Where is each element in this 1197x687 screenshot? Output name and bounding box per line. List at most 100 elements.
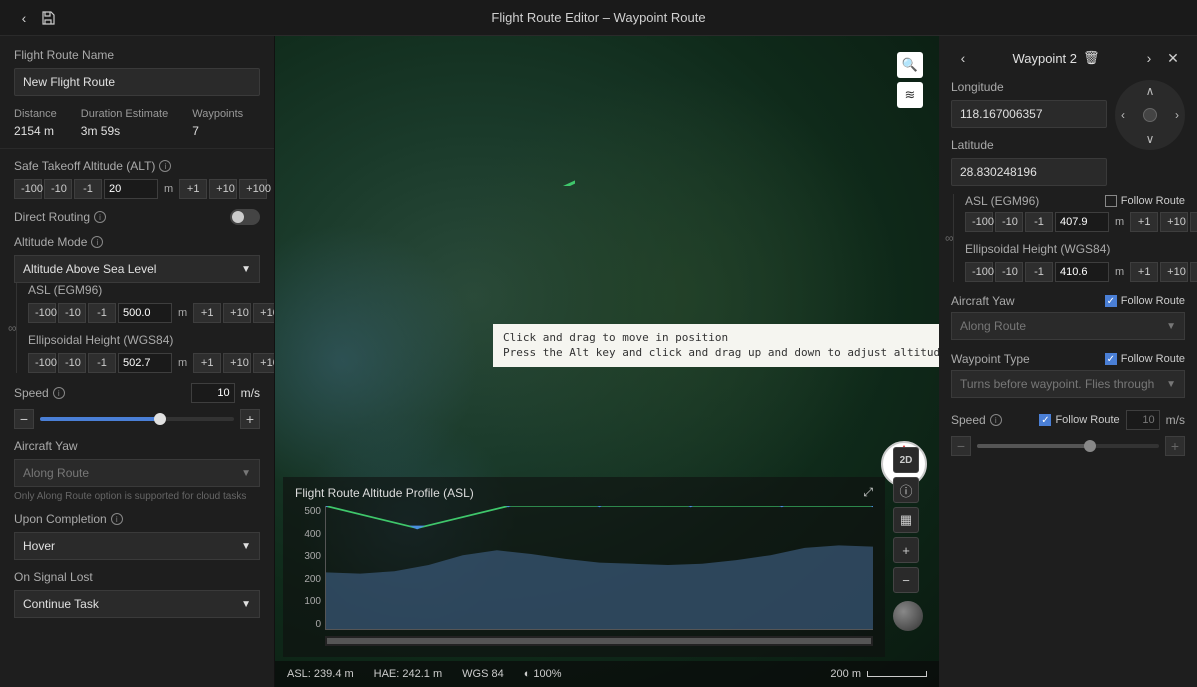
speed-minus[interactable]: − [14,409,34,429]
nudge-right[interactable]: › [1175,108,1179,122]
zoom-out-button[interactable]: − [893,567,919,593]
app-title: Flight Route Editor – Waypoint Route [491,10,705,25]
step-m100[interactable]: -100 [28,353,56,373]
back-button[interactable]: ‹ [12,6,36,30]
status-bar: ASL: 239.4 m HAE: 242.1 m WGS 84 ◐ 100% … [275,661,939,687]
expand-icon[interactable]: ⤢ [863,485,873,500]
info-icon[interactable]: i [91,236,103,248]
right-panel: ‹ Waypoint 2 🗑 › ✕ Longitude Latitude [939,36,1197,687]
speed-input-r[interactable] [1126,410,1160,430]
step-p1[interactable]: +1 [193,303,221,323]
step-m100[interactable]: -100 [28,303,56,323]
info-icon[interactable]: i [111,513,123,525]
asl-follow-route[interactable]: Follow Route [1105,195,1185,207]
altitude-mode-select[interactable]: Altitude Above Sea Level▼ [14,255,260,283]
signal-lost-select[interactable]: Continue Task▼ [14,590,260,618]
route-overlay: ››››››S23456E [275,36,575,186]
aircraft-yaw-select[interactable]: Along Route▼ [14,459,260,487]
profile-scrollbar[interactable] [325,636,873,646]
map-canvas[interactable]: ››››››S23456E Click and drag to move in … [275,36,939,687]
step-m10[interactable]: -10 [58,353,86,373]
info-icon[interactable]: ⓘ [893,477,919,503]
step-p10[interactable]: +10 [223,353,251,373]
waypoints-value: 7 [192,124,243,138]
speed-track[interactable] [40,417,234,421]
asl-stepper: -100 -10 -1 m +1 +10 +100 [28,303,260,323]
direct-routing-toggle[interactable] [230,209,260,225]
safe-alt-stepper: -100 -10 -1 m +1 +10 +100 [14,179,260,199]
info-icon[interactable]: i [94,211,106,223]
nudge-down[interactable]: ∨ [1146,132,1155,146]
basemap-toggle[interactable] [893,601,923,631]
status-asl: ASL: 239.4 m [287,668,354,680]
upon-completion-select[interactable]: Hover▼ [14,532,260,560]
prev-waypoint-button[interactable]: ‹ [951,46,975,70]
step-m100[interactable]: -100 [14,179,42,199]
save-button[interactable] [36,6,60,30]
aircraft-yaw-hint: Only Along Route option is supported for… [14,491,260,502]
step-m1[interactable]: -1 [74,179,102,199]
route-name-input[interactable] [14,68,260,96]
step-m1[interactable]: -1 [88,353,116,373]
link-icon: ∞ [945,231,954,245]
speed-input[interactable] [191,383,235,403]
duration-value: 3m 59s [81,124,168,138]
step-m10[interactable]: -10 [58,303,86,323]
step-m10[interactable]: -10 [44,179,72,199]
nudge-up[interactable]: ∧ [1146,84,1155,98]
waypoint-type-select[interactable]: Turns before waypoint. Flies through▼ [951,370,1185,398]
nudge-left[interactable]: ‹ [1121,108,1125,122]
speed-slider-r: − + [951,436,1185,456]
duration-label: Duration Estimate [81,108,168,120]
speed-follow-route[interactable]: ✓Follow Route [1039,414,1119,426]
close-panel-button[interactable]: ✕ [1161,46,1185,70]
ell-label-r: Ellipsoidal Height (WGS84) [965,242,1185,256]
speed-plus-r[interactable]: + [1165,436,1185,456]
step-p10[interactable]: +10 [223,303,251,323]
yaw-follow-route[interactable]: ✓Follow Route [1105,295,1185,307]
lat-input[interactable] [951,158,1107,186]
lat-label: Latitude [951,138,1107,152]
asl-input[interactable] [118,303,172,323]
step-p100[interactable]: +100 [253,303,275,323]
step-p1[interactable]: +1 [193,353,221,373]
info-icon[interactable]: i [990,414,1002,426]
delete-icon[interactable]: 🗑 [1083,50,1100,66]
step-p100[interactable]: +100 [239,179,267,199]
map-icon[interactable]: ▦ [893,507,919,533]
altitude-mode-label: Altitude Modei [14,235,260,249]
step-m1[interactable]: -1 [88,303,116,323]
asl-input-r[interactable] [1055,212,1109,232]
search-icon[interactable]: 🔍 [897,52,923,78]
info-icon[interactable]: i [53,387,65,399]
waypoint-title: Waypoint 2 🗑 [1012,50,1099,66]
speed-minus-r[interactable]: − [951,436,971,456]
step-p1[interactable]: +1 [179,179,207,199]
ellipsoidal-input[interactable] [118,353,172,373]
lon-input[interactable] [951,100,1107,128]
profile-title: Flight Route Altitude Profile (ASL) [295,486,474,500]
safe-alt-input[interactable] [104,179,158,199]
zoom-in-button[interactable]: + [893,537,919,563]
next-waypoint-button[interactable]: › [1137,46,1161,70]
aircraft-yaw-label: Aircraft Yaw [14,439,260,453]
speed-track-r[interactable] [977,444,1159,448]
nudge-pad: ∧ ∨ ‹ › [1115,80,1185,150]
step-p10[interactable]: +10 [209,179,237,199]
profile-plot[interactable] [325,506,873,630]
link-icon: ∞ [8,321,17,335]
info-icon[interactable]: i [159,160,171,172]
ell-input-r[interactable] [1055,262,1109,282]
aircraft-yaw-select-r[interactable]: Along Route▼ [951,312,1185,340]
speed-plus[interactable]: + [240,409,260,429]
layers-icon[interactable]: ≋ [897,82,923,108]
nudge-center[interactable] [1143,108,1157,122]
scale-label: 200 m [830,668,861,680]
direct-routing-label: Direct Routingi [14,210,106,224]
status-zoom: ◐ 100% [524,668,562,680]
map-hint-tooltip: Click and drag to move in position Press… [493,324,939,367]
view-2d-button[interactable]: 2D [893,447,919,473]
step-p100[interactable]: +100 [253,353,275,373]
speed-label-r: Speedi [951,413,1002,427]
type-follow-route[interactable]: ✓Follow Route [1105,353,1185,365]
